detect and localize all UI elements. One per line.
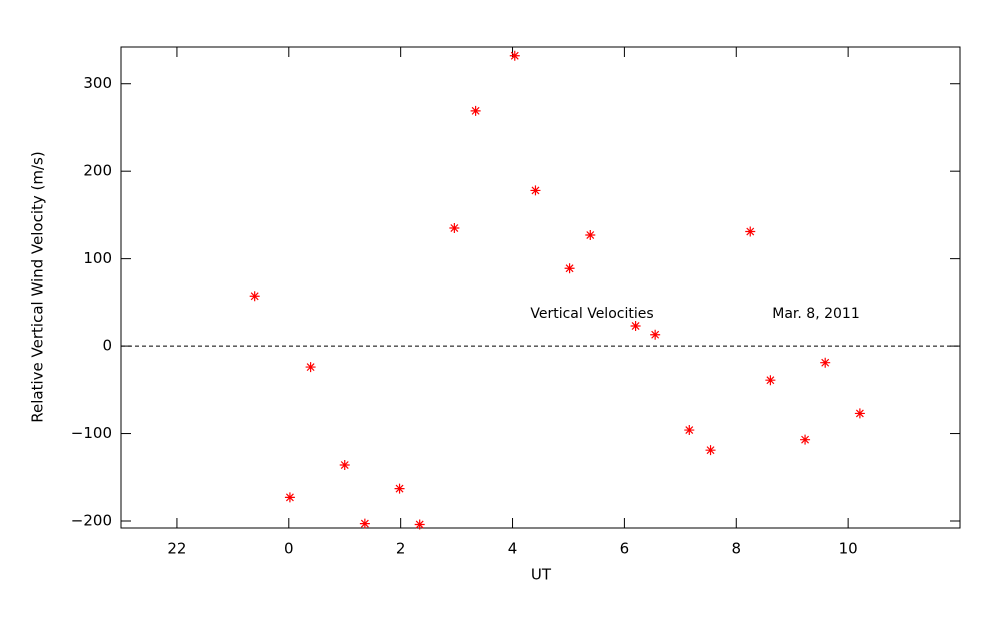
y-tick-label: 200: [83, 162, 112, 180]
x-axis-label: UT: [531, 566, 552, 584]
x-tick-label: 0: [284, 540, 294, 558]
point: [745, 226, 756, 237]
point: [339, 460, 350, 471]
x-tick-label: 6: [620, 540, 630, 558]
point: [449, 223, 460, 234]
x-tick-label: 2: [396, 540, 406, 558]
point: [414, 519, 425, 530]
y-tick-label: 100: [83, 249, 112, 267]
x-tick-label: 4: [508, 540, 518, 558]
point: [650, 329, 661, 340]
x-tick-label: 10: [839, 540, 858, 558]
point: [509, 50, 520, 61]
point: [530, 185, 541, 196]
y-tick-label: −200: [71, 512, 112, 530]
plot-frame: [120, 46, 961, 529]
y-axis-label: Relative Vertical Wind Velocity (m/s): [29, 151, 47, 422]
point: [630, 320, 641, 331]
point: [684, 425, 695, 436]
x-tick-label: 22: [167, 540, 186, 558]
point: [705, 445, 716, 456]
y-tick-label: 0: [102, 337, 112, 355]
point: [765, 375, 776, 386]
point: [585, 230, 596, 241]
point: [359, 518, 370, 529]
annotation: Vertical Velocities: [530, 306, 653, 322]
annotation: Mar. 8, 2011: [772, 306, 859, 322]
point: [394, 483, 405, 494]
point: [564, 263, 575, 274]
point: [800, 434, 811, 445]
y-tick-label: −100: [71, 424, 112, 442]
y-tick-label: 300: [83, 74, 112, 92]
x-tick-label: 8: [731, 540, 741, 558]
point: [470, 105, 481, 116]
point: [854, 408, 865, 419]
point: [249, 291, 260, 302]
point: [284, 492, 295, 503]
point: [820, 357, 831, 368]
point: [305, 362, 316, 373]
